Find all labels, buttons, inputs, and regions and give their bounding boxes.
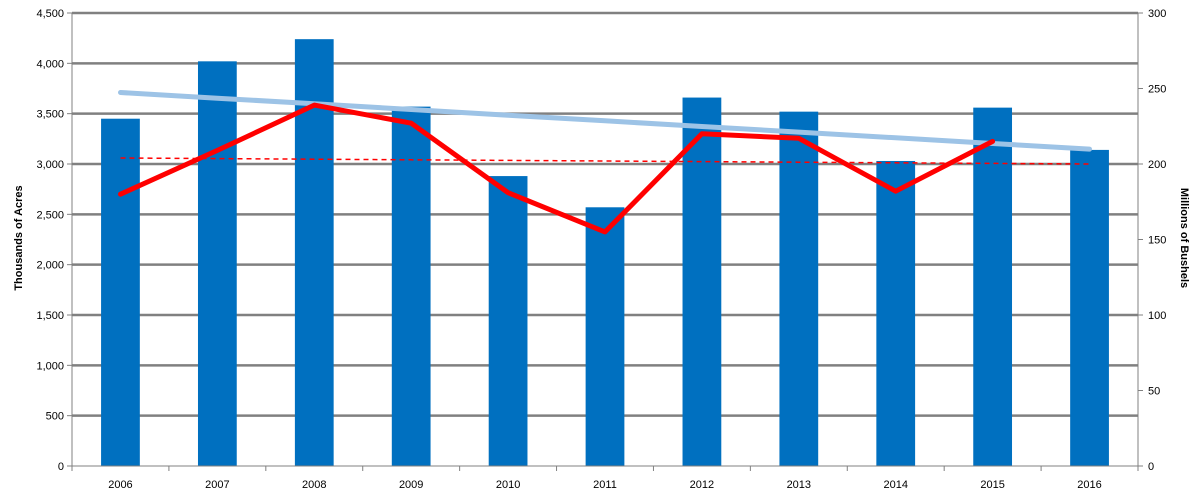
- bar: [682, 97, 722, 466]
- bar: [1070, 149, 1109, 466]
- bar: [779, 111, 819, 467]
- x-tick-label: 2011: [593, 479, 617, 491]
- right-tick-label: 100: [1148, 310, 1166, 322]
- x-tick-label: 2013: [787, 479, 811, 491]
- right-axis-ticks: 0 50 100 150 200 250 300: [1148, 8, 1166, 473]
- right-tick-label: 0: [1148, 461, 1154, 473]
- x-axis-ticks: 2006 2007 2008 2009 2010 2011 2012 2013 2014 2015…: [108, 479, 1102, 491]
- bar: [197, 61, 237, 466]
- bar: [391, 106, 431, 467]
- left-tick-label: 2,000: [36, 260, 64, 272]
- right-tick-label: 150: [1148, 235, 1166, 247]
- left-tick-label: 3,000: [36, 159, 64, 171]
- left-tick-label: 3,500: [36, 109, 64, 121]
- series-line: [118, 102, 996, 235]
- x-tick-label: 2014: [883, 479, 907, 491]
- left-tick-label: 2,500: [36, 209, 64, 221]
- x-tick-label: 2010: [496, 479, 520, 491]
- left-tick-label: 4,000: [36, 58, 64, 70]
- right-tick-label: 300: [1148, 8, 1166, 20]
- left-tick-label: 0: [58, 461, 64, 473]
- left-tick-label: 500: [46, 411, 64, 423]
- x-tick-label: 2012: [690, 479, 714, 491]
- x-tick-label: 2006: [108, 479, 132, 491]
- x-tick-label: 2009: [399, 479, 423, 491]
- bar: [973, 107, 1013, 467]
- x-tick-label: 2008: [302, 479, 326, 491]
- bar: [488, 176, 528, 466]
- bar-series: [101, 39, 1109, 467]
- x-tick-label: 2016: [1077, 479, 1101, 491]
- bar: [876, 160, 916, 467]
- bar: [585, 207, 625, 466]
- x-tick-label: 2015: [980, 479, 1004, 491]
- left-axis-ticks: 0 500 1,000 1,500 2,000 2,500 3,000 3,500 4,000 4…: [36, 8, 64, 473]
- left-axis-title: Thousands of Acres: [13, 185, 25, 290]
- axes: [67, 12, 1143, 471]
- left-tick-label: 1,000: [36, 360, 64, 372]
- right-tick-label: 50: [1148, 386, 1160, 398]
- left-tick-label: 4,500: [36, 8, 64, 20]
- line-series: [118, 102, 996, 235]
- left-tick-label: 1,500: [36, 310, 64, 322]
- right-axis-title: Millions of Bushels: [1178, 188, 1190, 288]
- bar: [101, 118, 140, 466]
- right-tick-label: 200: [1148, 159, 1166, 171]
- right-tick-label: 250: [1148, 84, 1166, 96]
- trendlines: [118, 90, 1092, 165]
- trendline: [118, 90, 1092, 152]
- x-tick-label: 2007: [205, 479, 229, 491]
